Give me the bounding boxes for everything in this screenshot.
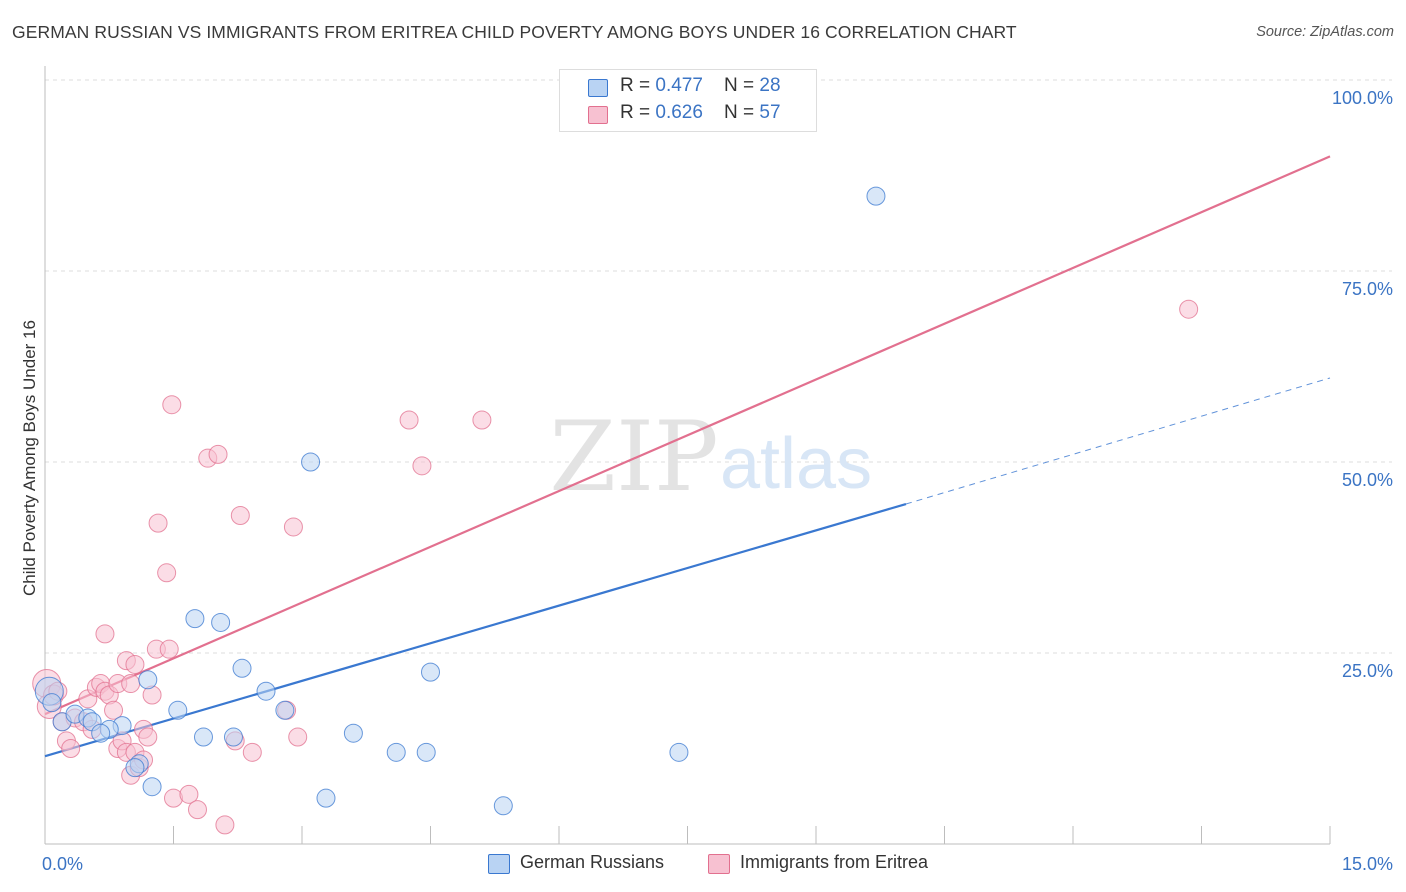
point-eritrea [288,727,308,747]
point-eritrea [283,517,303,537]
point-eritrea [138,727,158,747]
y-tick-label: 75.0% [1342,279,1393,299]
point-german-russians [301,452,321,472]
trend-line-german-russians [44,502,907,758]
point-eritrea [215,815,235,835]
point-eritrea [157,563,177,583]
point-german-russians [138,670,158,690]
legend-n-value: 28 [759,75,781,96]
point-german-russians [386,742,406,762]
x-tick-label-min: 0.0% [42,854,83,874]
point-german-russians [275,700,295,720]
legend-r-value: 0.626 [655,102,703,123]
bottom-legend-label: Immigrants from Eritrea [740,852,929,872]
point-eritrea [148,513,168,533]
legend-n-value: 57 [759,102,781,123]
point-german-russians [223,727,243,747]
point-german-russians [42,693,62,713]
point-german-russians [185,609,205,629]
point-german-russians [256,681,276,701]
point-eritrea [162,395,182,415]
tick-labels: 25.0% 50.0% 75.0% 100.0% 0.0% 15.0% [42,88,1393,874]
bottom-legend-swatch-blue [488,854,510,874]
y-axis-label: Child Poverty Among Boys Under 16 [20,320,39,596]
point-eritrea [95,624,115,644]
point-german-russians [168,700,188,720]
y-tick-label: 50.0% [1342,470,1393,490]
point-eritrea [159,639,179,659]
point-german-russians [493,796,513,816]
point-eritrea [179,784,199,804]
legend-n-label: N = [724,75,760,96]
point-eritrea [412,456,432,476]
point-eritrea [399,410,419,430]
legend-r-label: R = [620,75,656,96]
watermark-zip: ZIP [549,401,718,513]
trend-line-german-russians-extension [905,377,1331,505]
bottom-legend-swatch-pink [708,854,730,874]
point-german-russians [91,723,111,743]
point-german-russians [866,186,886,206]
point-eritrea [104,700,124,720]
source-label: Source: ZipAtlas.com [1256,24,1394,40]
point-eritrea [242,742,262,762]
point-german-russians [669,742,689,762]
watermark-atlas: atlas [720,424,872,504]
point-german-russians [211,612,231,632]
data-points [32,186,1199,835]
legend-r-label: R = [620,102,656,123]
trend-line-eritrea [44,155,1331,716]
y-tick-label: 100.0% [1332,88,1393,108]
chart-title: GERMAN RUSSIAN VS IMMIGRANTS FROM ERITRE… [12,22,1017,42]
legend-swatch-pink [588,106,608,124]
point-eritrea [187,800,207,820]
point-german-russians [142,777,162,797]
point-german-russians [316,788,336,808]
legend-swatch-blue [588,79,608,97]
point-german-russians [125,758,145,778]
bottom-legend-label: German Russians [520,852,665,872]
y-tick-label: 25.0% [1342,661,1393,681]
point-eritrea [1179,299,1199,319]
point-eritrea [125,654,145,674]
point-eritrea [61,739,81,758]
point-eritrea [472,410,492,430]
trend-lines [44,155,1331,758]
point-eritrea [230,505,250,525]
point-german-russians [421,662,440,682]
point-eritrea [208,444,228,464]
legend-n-label: N = [724,102,760,123]
x-tick-label-max: 15.0% [1342,854,1393,874]
gridlines [45,79,1392,654]
legend-r-value: 0.477 [655,75,703,96]
point-eritrea [121,674,141,694]
correlation-legend: R = 0.477 N = 28 R = 0.626 N = 57 [559,69,817,132]
point-german-russians [343,723,363,743]
point-german-russians [193,727,213,747]
point-german-russians [416,742,436,762]
point-german-russians [232,658,252,678]
